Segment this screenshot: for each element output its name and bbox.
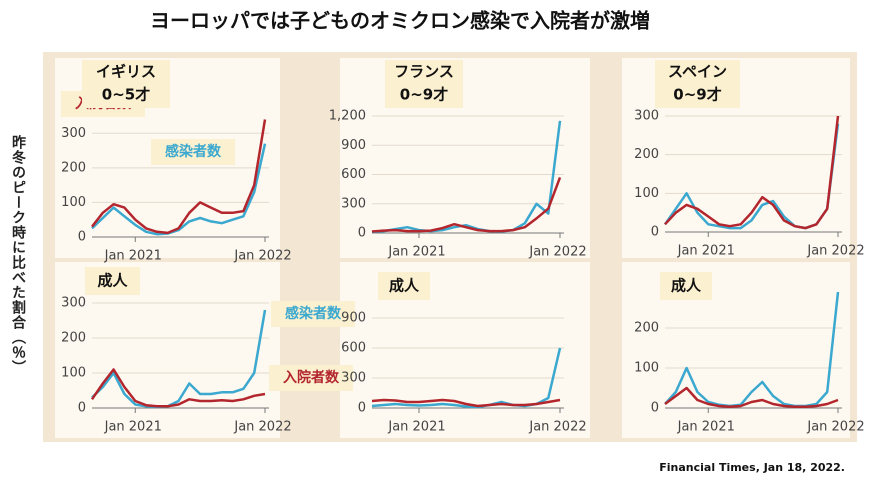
panel-title: 成人 — [389, 277, 420, 295]
x-tick-label: Jan 2021 — [387, 420, 445, 435]
series-line — [371, 176, 562, 233]
x-tick-label: Jan 2021 — [387, 245, 445, 260]
panel-label-box — [378, 272, 430, 300]
x-tick-label: Jan 2022 — [233, 249, 291, 264]
y-tick-label: 100 — [634, 361, 659, 376]
series-line — [664, 115, 840, 230]
y-tick-label: 200 — [634, 147, 659, 162]
panel-subtitle: 0~5才 — [102, 86, 150, 104]
y-tick-label: 300 — [61, 126, 86, 141]
series-line — [664, 386, 839, 409]
panel-label-box — [85, 267, 140, 295]
panel-title: 成人 — [671, 277, 702, 295]
y-tick-label: 0 — [358, 401, 366, 416]
y-tick-label: 600 — [341, 167, 366, 182]
y-tick-label: 200 — [61, 331, 86, 346]
panel-subtitle: 0~9才 — [673, 86, 721, 104]
series-line — [91, 309, 267, 409]
series-line — [91, 119, 267, 235]
panel — [340, 262, 590, 438]
x-tick-label: Jan 2021 — [677, 244, 735, 259]
x-tick-label: Jan 2022 — [528, 245, 586, 260]
panel-title: 成人 — [97, 272, 128, 290]
y-tick-label: 200 — [634, 321, 659, 336]
x-tick-label: Jan 2021 — [104, 249, 162, 264]
page-title: ヨーロッパでは子どものオミクロン感染で入院者が激増 — [150, 9, 650, 33]
y-tick-label: 1,200 — [329, 109, 366, 124]
panel-subtitle: 0~9才 — [400, 86, 448, 104]
x-tick-label: Jan 2022 — [528, 420, 586, 435]
series-line — [371, 120, 562, 234]
series-line — [371, 398, 561, 408]
annotation-box — [271, 301, 355, 327]
series-label: 感染者数 — [165, 143, 222, 160]
panel-label-box — [385, 60, 463, 108]
panel-title: フランス — [394, 63, 454, 81]
x-tick-label: Jan 2022 — [233, 420, 291, 435]
panel-title: イギリス — [96, 63, 156, 81]
y-tick-label: 0 — [358, 226, 366, 241]
panel-label-box — [660, 272, 712, 300]
panel-label-box — [655, 60, 740, 108]
source: Financial Times, Jan 18, 2022. — [659, 461, 845, 474]
y-axis-label: 昨冬のピーク時に比べた割合（％） — [10, 135, 26, 375]
y-tick-label: 300 — [341, 196, 366, 211]
panel-title: スペイン — [668, 63, 727, 81]
y-tick-label: 300 — [61, 296, 86, 311]
annotation-box — [269, 365, 353, 391]
series-label: 入院者数 — [283, 369, 340, 386]
y-tick-label: 0 — [78, 401, 86, 416]
y-tick-label: 300 — [341, 371, 366, 386]
y-tick-label: 0 — [78, 230, 86, 245]
y-tick-label: 100 — [61, 195, 86, 210]
x-tick-label: Jan 2022 — [806, 420, 864, 435]
y-tick-label: 300 — [634, 109, 659, 124]
x-tick-label: Jan 2021 — [677, 420, 735, 435]
y-tick-label: 100 — [61, 366, 86, 381]
annotation-box — [151, 139, 235, 165]
y-tick-label: 600 — [341, 341, 366, 356]
y-tick-label: 100 — [634, 186, 659, 201]
x-tick-label: Jan 2021 — [104, 420, 162, 435]
y-tick-label: 0 — [651, 401, 659, 416]
series-label: 感染者数 — [285, 305, 342, 322]
y-tick-label: 900 — [341, 138, 366, 153]
series-line — [91, 143, 267, 236]
y-tick-label: 900 — [341, 311, 366, 326]
series-line — [90, 368, 266, 408]
x-tick-label: Jan 2022 — [806, 244, 864, 259]
y-tick-label: 0 — [651, 225, 659, 240]
panel-label-box — [82, 60, 170, 108]
y-tick-label: 200 — [61, 160, 86, 175]
